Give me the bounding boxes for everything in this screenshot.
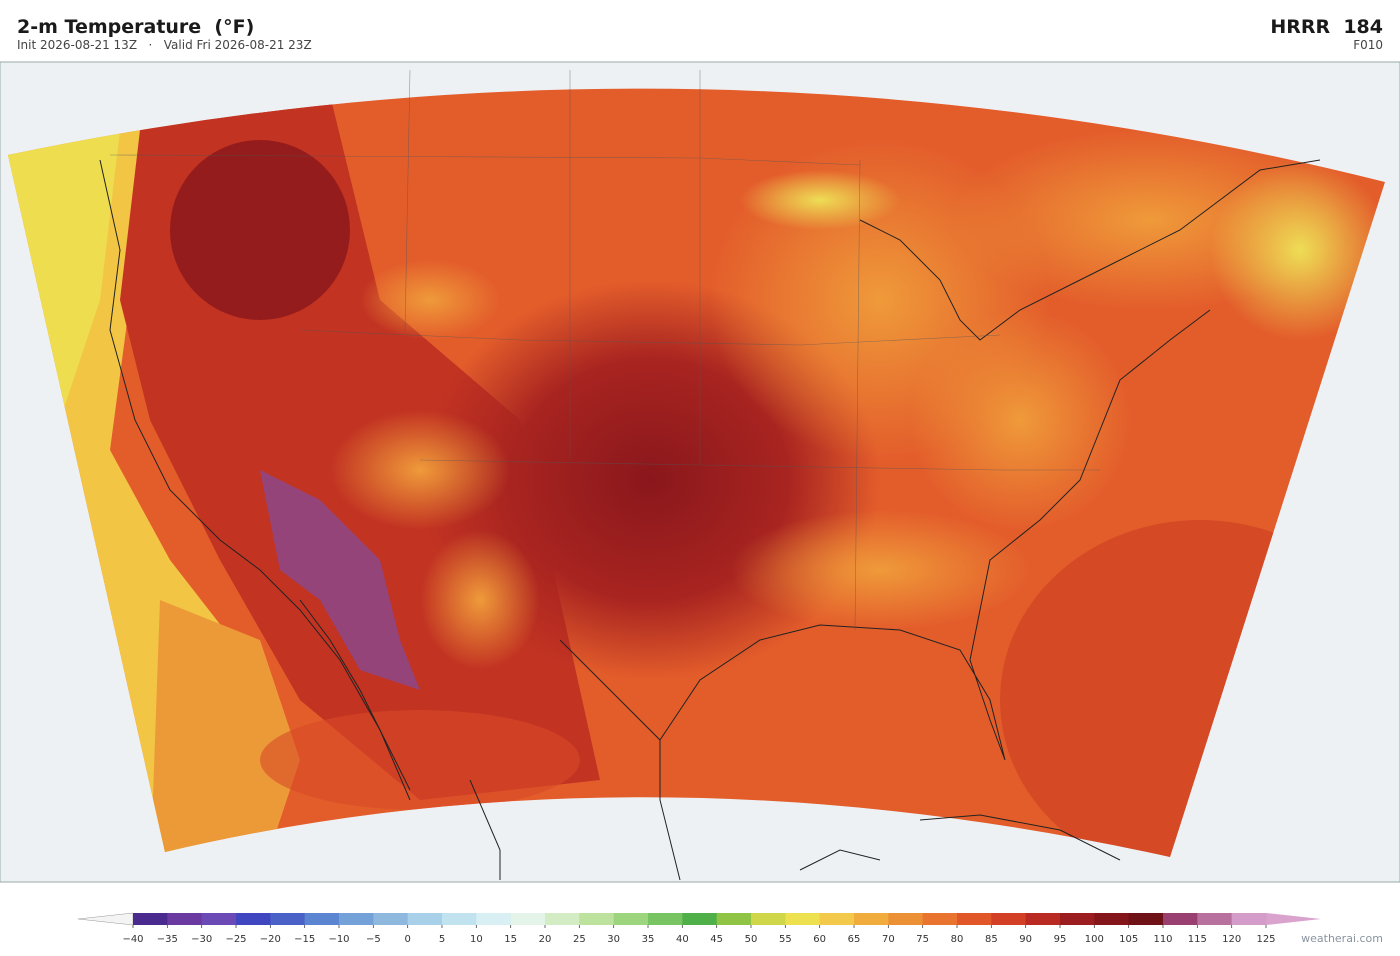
temperature-field [8,88,1385,858]
colorbar-segment [716,913,752,925]
valid-time: Valid Fri 2026-08-21 23Z [163,38,312,52]
colorbar-tick-label: 90 [1019,934,1032,945]
colorbar-tick-label: −40 [122,934,143,945]
colorbar-tick-label: 95 [1054,934,1067,945]
colorbar-tick-label: 105 [1119,934,1138,945]
colorbar-tick-label: 10 [470,934,483,945]
colorbar-segment [957,913,992,925]
colorbar-segment [167,913,203,925]
colorbar-segment [545,913,580,925]
colorbar-segment [407,913,443,925]
colorbar-tick-label: −10 [328,934,349,945]
separator: · [148,38,153,52]
title: 2-m Temperature (°F) [17,16,255,38]
colorbar-over [1266,913,1321,925]
colorbar-tick-label: 60 [813,934,826,945]
colorbar-tick-label: 110 [1153,934,1172,945]
colorbar-segment [1025,913,1061,925]
colorbar-tick-label: 15 [504,934,517,945]
colorbar-tick-label: 35 [642,934,655,945]
colorbar-segment [476,913,512,925]
colorbar-segment [1060,913,1095,925]
colorbar-segment [442,913,477,925]
model-name: HRRR 184 [1270,16,1383,38]
colorbar-segment [373,913,409,925]
forecast-hour: F010 [1353,38,1383,52]
colorbar-segment [133,913,168,925]
colorbar-tick-label: 40 [676,934,689,945]
colorbar-tick-label: 115 [1188,934,1207,945]
colorbar-tick-label: 30 [607,934,620,945]
colorbar-segment [270,913,306,925]
colorbar-tick-label: −15 [294,934,315,945]
colorbar-tick-label: 120 [1222,934,1241,945]
colorbar-segment [751,913,786,925]
colorbar-segment [888,913,924,925]
subtitle: Init 2026-08-21 13Z · Valid Fri 2026-08-… [17,38,312,52]
colorbar: −40 −35 −30 −25 −20 −15 −10 −5 0 5 10 15 20 25 30 35 40 4… [77,912,1321,945]
colorbar-tick-label: 125 [1256,934,1275,945]
colorbar-under [77,912,134,926]
colorbar-segment [236,913,271,925]
colorbar-tick-label: 85 [985,934,998,945]
colorbar-tick-label: 25 [573,934,586,945]
colorbar-segment [682,913,718,925]
colorbar-tick-label: 50 [745,934,758,945]
colorbar-tick-label: 70 [882,934,895,945]
colorbar-tick-label: 80 [951,934,964,945]
colorbar-segment [1094,913,1130,925]
colorbar-segment [991,913,1027,925]
colorbar-segment [922,913,958,925]
colorbar-segment [1128,913,1164,925]
colorbar-segment [201,913,237,925]
colorbar-segment [1231,913,1267,925]
colorbar-tick-label: 45 [710,934,723,945]
colorbar-segment [339,913,374,925]
colorbar-segment [854,913,889,925]
colorbar-segment [579,913,615,925]
colorbar-segment [648,913,683,925]
colorbar-tick-label: −5 [366,934,381,945]
init-time: Init 2026-08-21 13Z [17,38,138,52]
colorbar-tick-label: −35 [157,934,178,945]
coastlines [99,159,1321,881]
colorbar-tick-label: −25 [225,934,246,945]
colorbar-segment [785,913,821,925]
colorbar-segment [510,913,546,925]
credit: weatherai.com [1301,932,1383,945]
colorbar-segment [1163,913,1198,925]
colorbar-segment [1197,913,1233,925]
colorbar-tick-label: 100 [1085,934,1104,945]
colorbar-segment [613,913,649,925]
colorbar-tick-label: 75 [916,934,929,945]
borders [109,69,1100,631]
colorbar-tick-label: 65 [848,934,861,945]
colorbar-tick-label: −20 [260,934,281,945]
colorbar-segment [819,913,855,925]
colorbar-segment [304,913,340,925]
colorbar-tick-label: 5 [439,934,445,945]
colorbar-tick-label: 20 [539,934,552,945]
colorbar-tick-label: 0 [404,934,410,945]
colorbar-tick-label: 55 [779,934,792,945]
colorbar-tick-label: −30 [191,934,212,945]
